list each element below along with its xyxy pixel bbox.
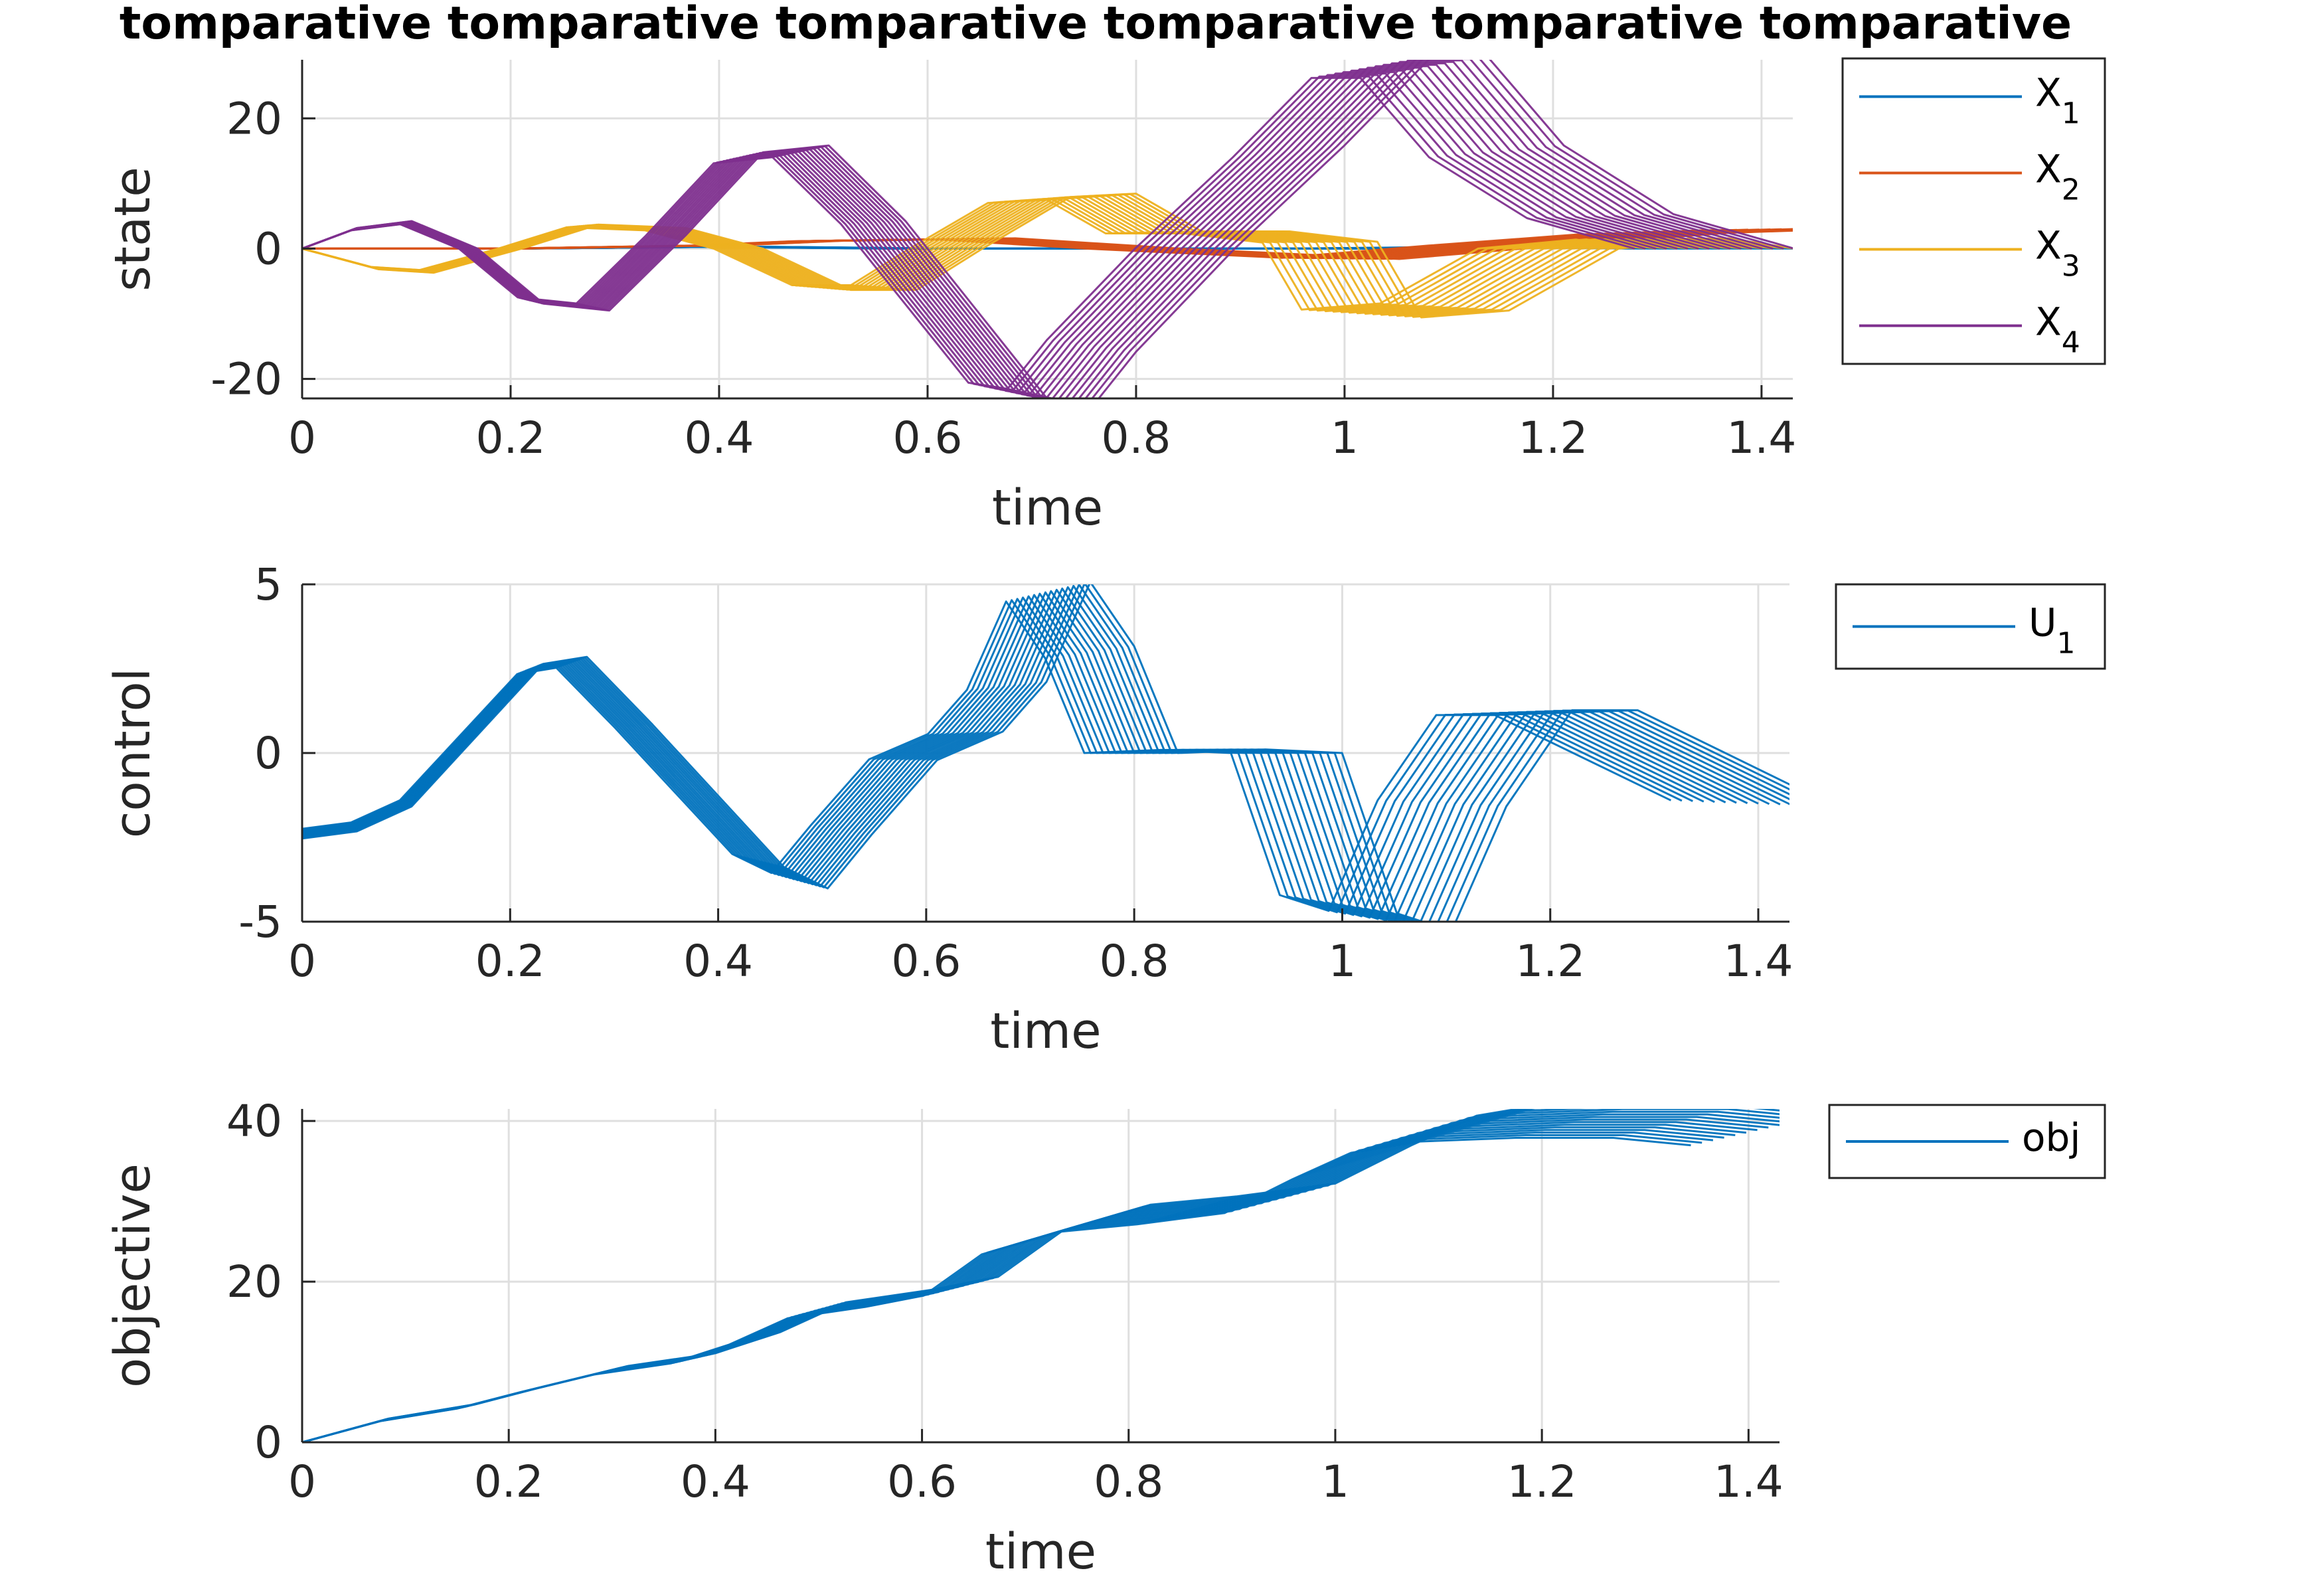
series-line-4 xyxy=(302,60,1763,398)
x-axis-label: time xyxy=(992,479,1103,537)
legend-label-subscript: 1 xyxy=(2056,627,2075,661)
series-line-1 xyxy=(302,1109,1523,1442)
series-line-1 xyxy=(302,584,1789,922)
series-line-1 xyxy=(302,599,1683,914)
y-axis-label: state xyxy=(104,167,161,291)
y-axis-label: objective xyxy=(104,1163,161,1388)
x-tick-label: 1 xyxy=(1331,412,1359,463)
legend-label-subscript: 3 xyxy=(2062,250,2080,284)
x-tick-label: 0 xyxy=(288,936,316,987)
legend-label-subscript: 4 xyxy=(2062,326,2080,360)
series-line-1 xyxy=(302,1124,1747,1442)
series-line-1 xyxy=(302,1110,1780,1442)
x-tick-label: 1.2 xyxy=(1518,412,1588,463)
x-tick-label: 0.4 xyxy=(683,936,753,987)
x-tick-label: 0.6 xyxy=(892,412,962,463)
y-tick-label: -5 xyxy=(238,896,282,948)
x-tick-label: 1.2 xyxy=(1515,936,1585,987)
series-line-1 xyxy=(302,586,1789,922)
series-line-1 xyxy=(302,588,1770,922)
x-tick-label: 0.2 xyxy=(475,936,545,987)
series-line-4 xyxy=(302,60,1793,398)
series-line-1 xyxy=(302,1129,1724,1442)
data-traces xyxy=(302,1109,1780,1442)
figure-title: tomparative tomparative tomparative tomp… xyxy=(120,0,2072,50)
series-line-1 xyxy=(302,595,1715,918)
series-line-1 xyxy=(302,600,1672,912)
series-line-1 xyxy=(302,1109,1530,1442)
legend-label-subscript: 1 xyxy=(2062,97,2080,131)
series-line-3 xyxy=(302,193,1793,319)
x-tick-label: 0 xyxy=(288,412,316,463)
x-tick-label: 1.4 xyxy=(1724,936,1793,987)
x-tick-label: 1.4 xyxy=(1726,412,1796,463)
y-tick-label: 20 xyxy=(226,1256,282,1307)
x-tick-label: 1.2 xyxy=(1507,1456,1577,1507)
y-axis-label: control xyxy=(104,668,161,839)
y-tick-label: -20 xyxy=(210,354,282,405)
series-line-1 xyxy=(302,1113,1780,1442)
y-tick-label: 0 xyxy=(254,223,282,274)
series-line-1 xyxy=(302,584,1789,922)
series-line-1 xyxy=(302,1132,1714,1442)
series-line-1 xyxy=(302,1109,1780,1442)
series-line-1 xyxy=(302,594,1726,919)
series-line-1 xyxy=(302,1109,1540,1442)
y-tick-label: 20 xyxy=(226,93,282,144)
series-line-1 xyxy=(302,1116,1780,1442)
series-line-4 xyxy=(302,62,1742,398)
data-traces xyxy=(302,60,1793,398)
x-tick-label: 0.6 xyxy=(891,936,961,987)
x-tick-label: 0.8 xyxy=(1094,1456,1163,1507)
legend-label-subscript: 2 xyxy=(2062,173,2080,207)
y-tick-label: 40 xyxy=(226,1096,282,1147)
series-line-1 xyxy=(302,1109,1780,1442)
x-tick-label: 0.6 xyxy=(887,1456,957,1507)
series-line-1 xyxy=(302,587,1781,922)
y-tick-label: 0 xyxy=(254,728,282,779)
x-axis-label: time xyxy=(990,1003,1101,1060)
series-line-4 xyxy=(302,60,1752,398)
legend: U1 xyxy=(1835,583,2106,670)
x-tick-label: 0.4 xyxy=(681,1456,750,1507)
legend: obj xyxy=(1828,1104,2106,1179)
panel-1: 0 0.2 0.4 0.6 0.8 1 1.2 1.4-20020timestateX1X2X… xyxy=(104,57,2106,537)
x-tick-label: 1 xyxy=(1321,1456,1349,1507)
x-axis-label: time xyxy=(985,1523,1096,1580)
legend-label: obj xyxy=(2022,1115,2080,1160)
series-line-1 xyxy=(302,1134,1702,1442)
x-tick-label: 0.8 xyxy=(1100,936,1169,987)
series-line-1 xyxy=(302,592,1737,920)
panel-3: 0 0.2 0.4 0.6 0.8 1 1.2 1.4 0 20 40 time objective ob… xyxy=(104,1096,2106,1580)
series-line-4 xyxy=(302,64,1731,398)
x-tick-label: 0.8 xyxy=(1101,412,1171,463)
legend-box xyxy=(1841,57,2106,365)
y-tick-label: 0 xyxy=(254,1417,282,1468)
data-traces xyxy=(302,584,1789,922)
series-line-1 xyxy=(302,596,1704,916)
series-line-1 xyxy=(302,584,1789,922)
x-tick-label: 1 xyxy=(1328,936,1356,987)
x-tick-label: 0.2 xyxy=(474,1456,544,1507)
y-tick-label: 5 xyxy=(254,559,282,610)
x-tick-label: 0.2 xyxy=(476,412,546,463)
series-line-1 xyxy=(302,1126,1736,1442)
x-tick-label: 0 xyxy=(288,1456,316,1507)
x-tick-label: 0.4 xyxy=(684,412,754,463)
x-tick-label: 1.4 xyxy=(1714,1456,1784,1507)
series-line-1 xyxy=(302,1137,1691,1442)
